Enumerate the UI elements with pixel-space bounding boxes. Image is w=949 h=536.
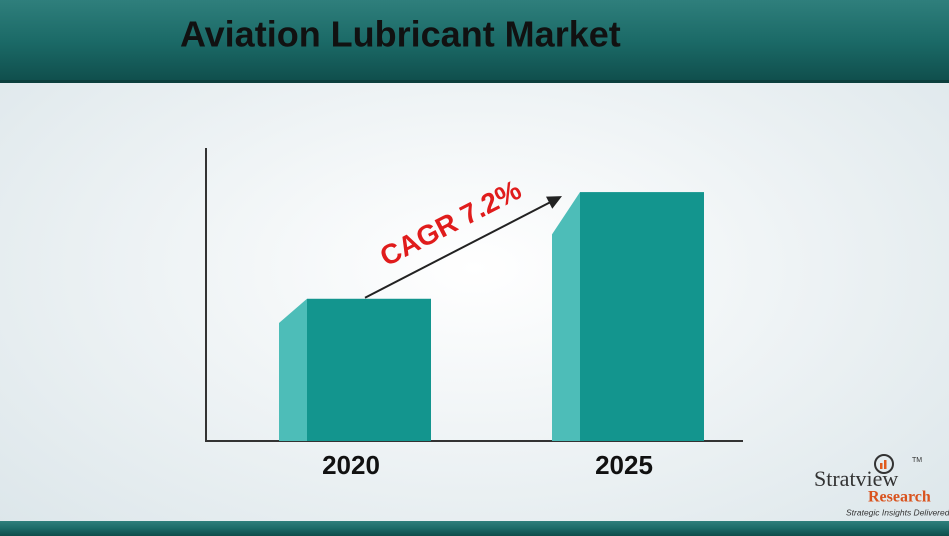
- logo-icon-bar: [884, 460, 887, 469]
- header-band: [0, 0, 949, 83]
- header-edge: [0, 80, 949, 83]
- footer-band: [0, 521, 949, 536]
- chart-title: Aviation Lubricant Market: [180, 14, 621, 55]
- bar: [580, 192, 704, 441]
- logo-icon-bar: [880, 463, 883, 469]
- logo-icon: [874, 454, 894, 474]
- trend-arrow: [364, 200, 552, 299]
- logo-name: Stratview: [814, 466, 898, 491]
- bar: [307, 298, 431, 441]
- arrow-head: [546, 196, 562, 209]
- bar-side: [279, 298, 307, 441]
- logo: Stratview TM Research Strategic Insights…: [814, 454, 949, 517]
- x-tick-label: 2020: [322, 450, 380, 480]
- logo-tagline: Strategic Insights Delivered: [846, 507, 949, 517]
- logo-subname: Research: [868, 489, 931, 506]
- x-tick-label: 2025: [595, 450, 653, 480]
- bar-side: [552, 192, 580, 441]
- logo-trademark: TM: [912, 457, 922, 464]
